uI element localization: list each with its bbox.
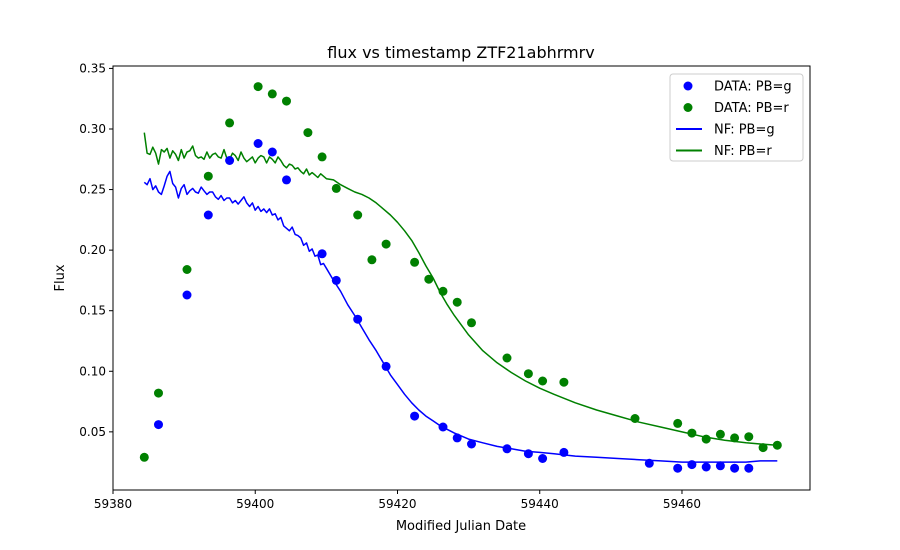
data-point-data-pb-r	[559, 377, 569, 387]
legend-frame	[669, 73, 804, 162]
data-point-data-pb-r	[410, 257, 420, 267]
data-point-data-pb-r	[758, 443, 768, 453]
x-axis-ticks: 59380 59400 59420 59440 59460	[94, 490, 701, 511]
x-tick-label: 59440	[521, 497, 559, 511]
data-point-data-pb-r	[303, 128, 313, 138]
data-point-data-pb-g	[253, 139, 263, 148]
data-point-data-pb-g	[467, 439, 476, 449]
data-point-data-pb-g	[317, 249, 327, 259]
data-point-data-pb-r	[673, 418, 683, 428]
data-point-data-pb-r	[267, 89, 277, 99]
legend-entry-label: DATA: PB=g	[714, 80, 792, 95]
data-point-data-pb-r	[502, 353, 512, 363]
data-point-data-pb-r	[687, 428, 697, 438]
data-point-data-pb-g	[267, 147, 277, 157]
data-point-data-pb-r	[630, 414, 640, 423]
data-point-data-pb-r	[154, 388, 163, 398]
data-point-data-pb-r	[225, 118, 235, 128]
data-point-data-pb-g	[502, 444, 512, 454]
data-point-data-pb-g	[381, 361, 391, 371]
data-point-data-pb-g	[225, 156, 235, 165]
data-point-data-pb-g	[687, 460, 697, 470]
data-point-data-pb-r	[317, 152, 327, 162]
data-point-data-pb-g	[730, 463, 740, 473]
data-point-data-pb-r	[182, 265, 192, 274]
data-point-data-pb-g	[438, 422, 448, 432]
data-point-data-pb-g	[644, 458, 654, 468]
data-point-data-pb-g	[744, 463, 754, 473]
legend-entry-label: DATA: PB=r	[714, 101, 789, 116]
data-point-data-pb-g	[410, 411, 420, 421]
data-point-data-pb-r	[538, 376, 548, 386]
data-point-data-pb-r	[452, 297, 462, 307]
data-point-data-pb-g	[331, 275, 341, 285]
data-point-data-pb-g	[282, 175, 291, 185]
y-tick-label: 0.15	[79, 304, 106, 318]
chart-title: flux vs timestamp ZTF21abhrmrv	[327, 43, 594, 62]
data-point-data-pb-r	[467, 318, 476, 328]
data-point-data-pb-r	[701, 434, 711, 444]
series-line-nf-pb-r	[143, 132, 778, 446]
data-point-data-pb-g	[203, 210, 213, 220]
series-points	[139, 82, 782, 473]
data-point-data-pb-r	[282, 96, 291, 106]
data-point-data-pb-r	[523, 369, 533, 379]
y-axis-ticks: 0.05 0.10 0.15 0.20 0.25 0.30 0.35	[79, 61, 113, 439]
data-point-data-pb-r	[438, 286, 448, 296]
y-tick-label: 0.20	[79, 243, 106, 257]
data-point-data-pb-r	[353, 210, 363, 220]
data-point-data-pb-r	[253, 82, 263, 92]
y-tick-label: 0.35	[79, 61, 106, 75]
data-point-data-pb-g	[715, 461, 725, 471]
plot-frame	[112, 65, 811, 491]
y-tick-label: 0.10	[79, 364, 106, 378]
data-point-data-pb-r	[715, 429, 725, 439]
legend-entry-label: NF: PB=g	[714, 123, 775, 138]
data-point-data-pb-r	[139, 452, 149, 462]
legend: DATA: PB=g DATA: PB=r NF: PB=g NF: PB=r	[669, 73, 804, 162]
y-tick-label: 0.25	[79, 183, 106, 197]
data-point-data-pb-g	[452, 433, 462, 443]
x-tick-label: 59380	[94, 497, 132, 511]
y-tick-label: 0.05	[79, 425, 106, 439]
data-point-data-pb-r	[424, 274, 434, 284]
data-point-data-pb-g	[523, 449, 533, 459]
legend-entry-label: NF: PB=r	[714, 144, 772, 159]
data-point-data-pb-r	[203, 171, 213, 181]
data-point-data-pb-g	[701, 462, 711, 472]
data-point-data-pb-r	[331, 183, 341, 193]
data-point-data-pb-g	[673, 463, 683, 473]
x-tick-label: 59420	[378, 497, 416, 511]
x-axis-label: Modified Julian Date	[396, 519, 526, 534]
data-point-data-pb-r	[381, 239, 391, 249]
y-tick-label: 0.30	[79, 122, 106, 136]
legend-marker-key	[683, 81, 693, 91]
data-point-data-pb-g	[559, 447, 569, 457]
y-axis-label: Flux	[53, 264, 68, 291]
data-point-data-pb-r	[730, 433, 740, 443]
data-point-data-pb-g	[353, 314, 363, 324]
data-point-data-pb-g	[182, 290, 192, 300]
data-point-data-pb-r	[744, 432, 754, 442]
legend-marker-key	[683, 103, 693, 112]
x-tick-label: 59460	[663, 497, 701, 511]
data-point-data-pb-r	[772, 440, 782, 450]
x-tick-label: 59400	[236, 497, 274, 511]
data-point-data-pb-g	[538, 454, 548, 463]
data-point-data-pb-r	[367, 255, 377, 265]
data-point-data-pb-g	[154, 420, 163, 430]
